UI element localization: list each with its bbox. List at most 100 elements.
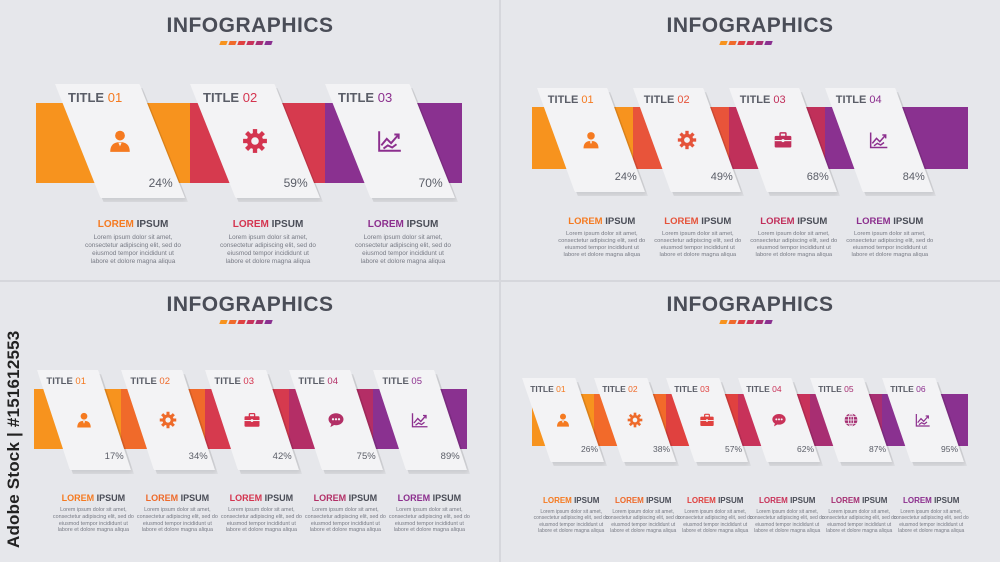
step-label-ipsum: IPSUM xyxy=(96,493,126,503)
step-number: 01 xyxy=(75,376,86,387)
step-label-lorem: LOREM xyxy=(229,493,263,503)
briefcase-icon xyxy=(699,412,715,428)
step-label-ipsum: IPSUM xyxy=(271,219,304,230)
gear-icon xyxy=(627,412,643,428)
underline-segment xyxy=(264,41,273,45)
step-label-lorem: LOREM xyxy=(686,496,716,505)
step-title-text: TITLE xyxy=(739,94,771,106)
globe-icon xyxy=(843,412,859,428)
step-number: 02 xyxy=(677,94,690,106)
underline-segment xyxy=(728,41,737,45)
underline-segment xyxy=(264,320,273,324)
step-title: TITLE 01 xyxy=(46,376,86,387)
step-label-ipsum: IPSUM xyxy=(264,493,294,503)
step-title-text: TITLE xyxy=(674,384,698,394)
step-label-ipsum: IPSUM xyxy=(180,493,210,503)
step-number: 03 xyxy=(700,384,710,394)
step-percent: 62% xyxy=(797,443,815,454)
step-description: Lorem ipsum dolor sit amet, consectetur … xyxy=(52,507,134,534)
step-label-lorem: LOREM xyxy=(61,493,95,503)
step-label-ipsum: IPSUM xyxy=(701,216,732,227)
step-title: TITLE 01 xyxy=(530,384,565,394)
step-title: TITLE 02 xyxy=(130,376,170,387)
underline-segment xyxy=(764,320,773,324)
underline-segment xyxy=(737,41,746,45)
title-underline xyxy=(719,320,773,324)
step-description: Lorem ipsum dolor sit amet, consectetur … xyxy=(533,509,609,534)
step-percent: 68% xyxy=(806,171,829,183)
step-label: LOREM IPSUM xyxy=(525,496,617,505)
step-label: LOREM IPSUM xyxy=(741,496,833,505)
step-title: TITLE 04 xyxy=(746,384,781,394)
panel-1: INFOGRAPHICS TITLE 01 24% LOREM IPSUM Lorem … xyxy=(0,0,500,281)
step-description: Lorem ipsum dolor sit amet, consectetur … xyxy=(893,509,969,534)
step-label: LOREM IPSUM xyxy=(885,496,977,505)
step-label-lorem: LOREM xyxy=(97,219,134,230)
step-description: Lorem ipsum dolor sit amet, consectetur … xyxy=(85,234,181,265)
step-label-ipsum: IPSUM xyxy=(646,496,672,505)
step-title-text: TITLE xyxy=(835,94,867,106)
step-description: Lorem ipsum dolor sit amet, consectetur … xyxy=(220,507,302,534)
step-label: LOREM IPSUM xyxy=(544,216,660,227)
step-title-text: TITLE xyxy=(214,376,241,387)
title-underline xyxy=(219,41,273,45)
step-title: TITLE 06 xyxy=(890,384,925,394)
step-title-text: TITLE xyxy=(818,384,842,394)
underline-segment xyxy=(746,320,755,324)
step-title: TITLE 03 xyxy=(674,384,709,394)
step-number: 02 xyxy=(159,376,170,387)
step-label-lorem: LOREM xyxy=(758,496,788,505)
step-description: Lorem ipsum dolor sit amet, consectetur … xyxy=(304,507,386,534)
step-description: Lorem ipsum dolor sit amet, consectetur … xyxy=(388,507,470,534)
user-icon xyxy=(75,411,93,429)
step-title: TITLE 03 xyxy=(214,376,254,387)
user-icon xyxy=(107,128,133,154)
step-label-ipsum: IPSUM xyxy=(862,496,888,505)
step-percent: 24% xyxy=(614,171,637,183)
page-title: INFOGRAPHICS xyxy=(666,293,834,316)
step-title: TITLE 01 xyxy=(68,90,122,105)
panel-divider-horizontal xyxy=(0,280,1000,282)
step-label: LOREM IPSUM xyxy=(669,496,761,505)
step-title: TITLE 02 xyxy=(203,90,257,105)
step-description: Lorem ipsum dolor sit amet, consectetur … xyxy=(136,507,218,534)
step-number: 03 xyxy=(243,376,254,387)
step-label-lorem: LOREM xyxy=(542,496,572,505)
step-label: LOREM IPSUM xyxy=(326,219,481,230)
step-title-text: TITLE xyxy=(530,384,554,394)
step-label: LOREM IPSUM xyxy=(813,496,905,505)
step-number: 04 xyxy=(869,94,882,106)
step-number: 04 xyxy=(327,376,338,387)
step-label: LOREM IPSUM xyxy=(209,493,313,503)
step-description: Lorem ipsum dolor sit amet, consectetur … xyxy=(605,509,681,534)
step-number: 01 xyxy=(581,94,594,106)
step-label: LOREM IPSUM xyxy=(736,216,852,227)
underline-segment xyxy=(246,320,255,324)
step-label-lorem: LOREM xyxy=(856,216,891,227)
step-label: LOREM IPSUM xyxy=(125,493,229,503)
underline-segment xyxy=(764,41,773,45)
step-label-ipsum: IPSUM xyxy=(893,216,924,227)
step-label: LOREM IPSUM xyxy=(293,493,397,503)
chart-icon xyxy=(869,130,889,150)
step-percent: 17% xyxy=(104,450,124,462)
step-percent: 70% xyxy=(418,176,443,190)
step-label-ipsum: IPSUM xyxy=(574,496,600,505)
step-title-text: TITLE xyxy=(68,90,105,105)
step-title-text: TITLE xyxy=(602,384,626,394)
gear-icon xyxy=(159,411,177,429)
step-label: LOREM IPSUM xyxy=(56,219,211,230)
panel-3: INFOGRAPHICS TITLE 01 17% LOREM IPSUM Lorem … xyxy=(0,281,500,562)
step-number: 02 xyxy=(242,90,258,105)
step-label-ipsum: IPSUM xyxy=(406,219,439,230)
step-title: TITLE 04 xyxy=(298,376,338,387)
step-label-ipsum: IPSUM xyxy=(348,493,378,503)
underline-segment xyxy=(219,41,228,45)
briefcase-icon xyxy=(243,411,261,429)
gear-icon xyxy=(242,128,268,154)
underline-segment xyxy=(237,320,246,324)
step-label: LOREM IPSUM xyxy=(640,216,756,227)
step-percent: 89% xyxy=(440,450,460,462)
step-percent: 57% xyxy=(725,443,743,454)
step-title: TITLE 02 xyxy=(644,94,690,106)
